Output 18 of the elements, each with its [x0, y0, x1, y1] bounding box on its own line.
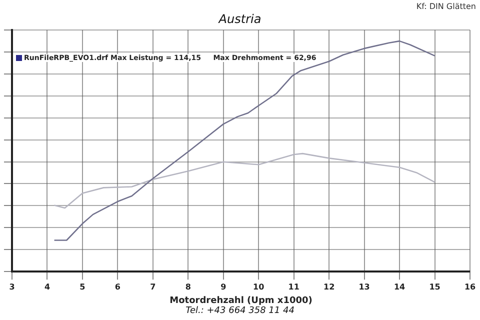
x-tick-label: 10	[253, 282, 265, 292]
x-tick-label: 3	[9, 282, 15, 292]
x-tick-label: 6	[114, 282, 121, 292]
x-tick-label: 11	[288, 282, 300, 292]
x-tick-label: 14	[394, 282, 406, 292]
x-tick-label: 15	[429, 282, 441, 292]
x-tick-label: 7	[150, 282, 156, 292]
x-tick-label: 5	[80, 282, 86, 292]
x-tick-label: 9	[220, 282, 227, 292]
x-tick-label: 12	[324, 282, 335, 292]
x-axis-title: Motordrehzahl (Upm x1000)	[170, 296, 312, 306]
chart-title: Austria	[217, 12, 262, 26]
x-tick-label: 16	[464, 282, 476, 292]
x-tick-label: 4	[44, 282, 50, 292]
text: Kf: DIN Glätten	[416, 2, 476, 11]
text: Tel.: +43 664 358 11 44	[184, 306, 296, 316]
x-tick-label: 8	[185, 282, 192, 292]
x-tick-label: 13	[358, 282, 370, 292]
